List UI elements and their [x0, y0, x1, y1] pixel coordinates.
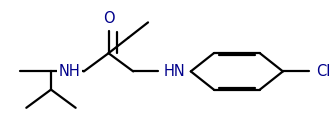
- Text: HN: HN: [164, 64, 185, 79]
- Text: O: O: [103, 11, 114, 26]
- Text: NH: NH: [58, 64, 80, 79]
- Text: Cl: Cl: [316, 64, 330, 79]
